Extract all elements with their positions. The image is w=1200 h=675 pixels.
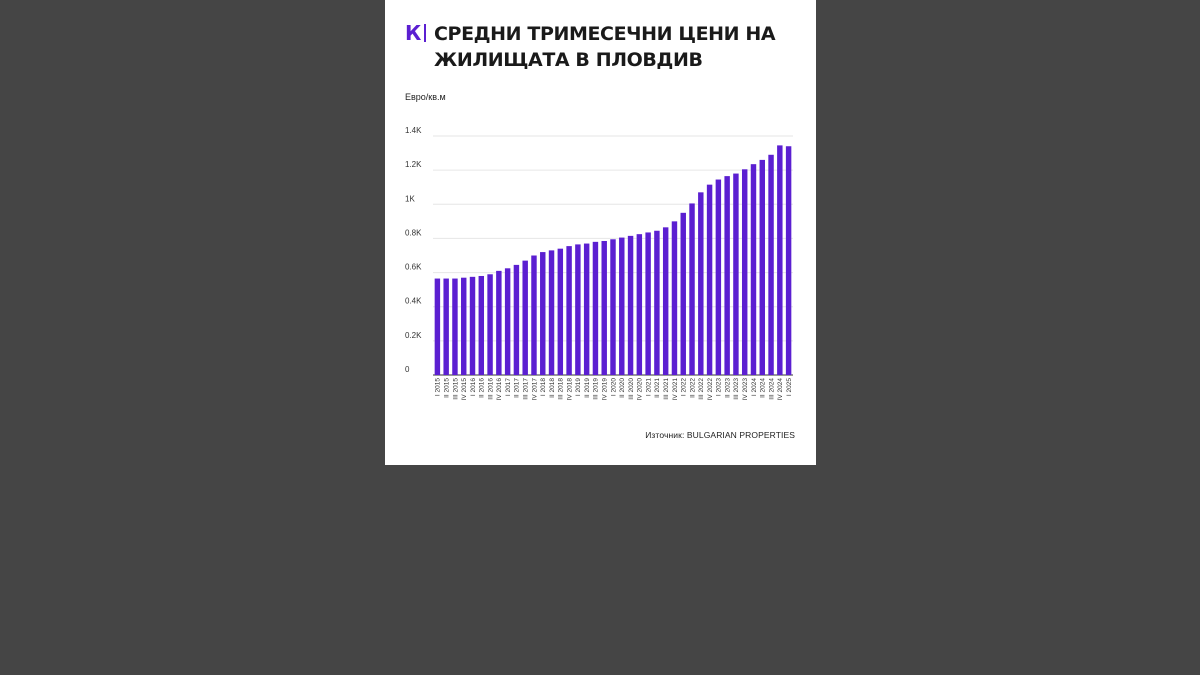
bar xyxy=(636,234,643,375)
bar xyxy=(671,221,678,375)
brand-logo: К xyxy=(405,21,427,45)
bar xyxy=(715,179,722,375)
x-tick-label: III 2023 xyxy=(733,378,740,400)
bar xyxy=(741,169,748,375)
bar xyxy=(706,184,713,375)
x-tick-label: III 2022 xyxy=(698,378,705,400)
x-tick-label: II 2016 xyxy=(479,378,486,398)
bar xyxy=(575,244,581,375)
x-tick-label: IV 2018 xyxy=(566,378,573,401)
bar xyxy=(540,252,546,375)
bar xyxy=(750,164,757,375)
bar xyxy=(531,255,537,375)
x-tick-label: III 2016 xyxy=(487,378,494,400)
bar xyxy=(627,235,634,375)
y-tick-label: 0 xyxy=(405,365,410,374)
bar xyxy=(469,276,476,375)
x-tick-label: II 2022 xyxy=(689,378,696,398)
x-tick-label: II 2024 xyxy=(760,378,767,398)
x-tick-label: III 2020 xyxy=(628,378,635,400)
bar xyxy=(724,176,730,375)
bar xyxy=(785,146,792,375)
x-tick-label: IV 2019 xyxy=(602,378,609,401)
x-tick-label: IV 2022 xyxy=(707,378,714,401)
x-tick-label: I 2019 xyxy=(575,378,582,396)
x-tick-label: II 2017 xyxy=(514,378,521,398)
logo-bar xyxy=(424,24,427,42)
x-tick-label: IV 2016 xyxy=(496,378,503,401)
y-tick-label: 0.2K xyxy=(405,331,422,340)
bar xyxy=(689,203,695,375)
x-tick-label: I 2022 xyxy=(681,378,688,396)
bar xyxy=(461,277,467,375)
bar xyxy=(759,159,765,375)
bar xyxy=(522,260,528,375)
x-tick-label: II 2023 xyxy=(724,378,731,398)
x-tick-label: IV 2023 xyxy=(742,378,749,401)
x-tick-label: I 2017 xyxy=(505,378,512,396)
x-tick-label: III 2015 xyxy=(452,378,459,400)
bar xyxy=(733,173,739,375)
x-tick-label: IV 2024 xyxy=(777,378,784,401)
x-tick-label: II 2015 xyxy=(443,378,450,398)
x-tick-label: II 2019 xyxy=(584,378,591,398)
x-tick-label: I 2020 xyxy=(610,378,617,396)
x-tick-label: III 2017 xyxy=(522,378,529,400)
bar xyxy=(496,270,502,375)
bar xyxy=(434,278,441,375)
x-tick-label: III 2021 xyxy=(663,378,670,400)
bar xyxy=(662,227,669,375)
logo-letter: К xyxy=(405,21,422,45)
bar xyxy=(645,232,651,375)
x-tick-label: I 2021 xyxy=(645,378,652,396)
x-tick-label: I 2023 xyxy=(716,378,723,396)
x-tick-label: II 2018 xyxy=(549,378,556,398)
y-tick-label: 0.8K xyxy=(405,228,422,237)
bar xyxy=(443,278,449,375)
y-tick-label: 0.6K xyxy=(405,263,422,272)
bar xyxy=(592,241,599,375)
bar xyxy=(601,240,607,375)
y-tick-label: 1.4K xyxy=(405,126,422,135)
bar xyxy=(654,230,660,375)
x-tick-label: III 2019 xyxy=(593,378,600,400)
x-tick-label: II 2021 xyxy=(654,378,661,398)
x-tick-label: I 2015 xyxy=(435,378,442,396)
x-tick-label: IV 2015 xyxy=(461,378,468,401)
bar xyxy=(583,243,590,375)
bar xyxy=(504,268,511,375)
bar xyxy=(513,264,520,375)
bar xyxy=(610,239,616,375)
bar xyxy=(619,237,625,375)
y-axis-label: Евро/кв.м xyxy=(405,92,446,102)
x-tick-label: I 2025 xyxy=(786,378,793,396)
x-tick-label: IV 2017 xyxy=(531,378,538,401)
y-tick-label: 1.2K xyxy=(405,160,422,169)
bar-chart: 0 0.2K 0.4K 0.6K 0.8K 1K 1.2K 1.4K I 2015 II 2015… xyxy=(405,126,793,401)
bar xyxy=(566,246,572,375)
bar xyxy=(557,248,564,375)
x-tick-label: II 2020 xyxy=(619,378,626,398)
bar xyxy=(478,275,485,375)
x-tick-label: III 2024 xyxy=(768,378,775,400)
y-tick-label: 1K xyxy=(405,194,415,203)
bar xyxy=(548,250,555,375)
x-tick-label: I 2024 xyxy=(751,378,758,396)
y-tick-label: 0.4K xyxy=(405,297,422,306)
x-tick-label: I 2018 xyxy=(540,378,547,396)
x-tick-label: I 2016 xyxy=(470,378,477,396)
x-tick-label: IV 2021 xyxy=(672,378,679,401)
bar xyxy=(452,278,458,375)
bar xyxy=(487,274,493,375)
x-tick-label: IV 2020 xyxy=(637,378,644,401)
bar xyxy=(768,154,774,375)
chart-card: К СРЕДНИ ТРИМЕСЕЧНИ ЦЕНИ НА ЖИЛИЩАТА В П… xyxy=(385,0,816,465)
source-note: Източник: BULGARIAN PROPERTIES xyxy=(645,430,795,440)
bar xyxy=(698,192,704,375)
chart-title: СРЕДНИ ТРИМЕСЕЧНИ ЦЕНИ НА ЖИЛИЩАТА В ПЛО… xyxy=(434,23,776,71)
x-tick-label: III 2018 xyxy=(558,378,565,400)
bar xyxy=(777,145,783,375)
bar xyxy=(680,212,686,375)
